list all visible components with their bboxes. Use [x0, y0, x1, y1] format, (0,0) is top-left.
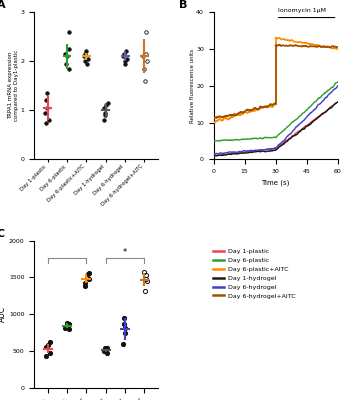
- Y-axis label: Relative fluorescence units: Relative fluorescence units: [190, 49, 195, 123]
- Text: *: *: [123, 248, 127, 257]
- Legend: Day 1-plastic, Day 6-plastic, Day 6-plastic+AITC, Day 1-hydrogel, Day 6-hydrogel: Day 1-plastic, Day 6-plastic, Day 6-plas…: [211, 247, 298, 301]
- Y-axis label: TRPA1 mRNA expression
compared to Day1-plastic: TRPA1 mRNA expression compared to Day1-p…: [8, 50, 19, 122]
- Text: Ionomycin 1μM: Ionomycin 1μM: [279, 8, 326, 13]
- Text: C: C: [0, 229, 5, 239]
- Text: B: B: [179, 0, 188, 10]
- X-axis label: Time (s): Time (s): [262, 180, 290, 186]
- Y-axis label: AUC: AUC: [0, 306, 8, 322]
- Text: A: A: [0, 0, 5, 10]
